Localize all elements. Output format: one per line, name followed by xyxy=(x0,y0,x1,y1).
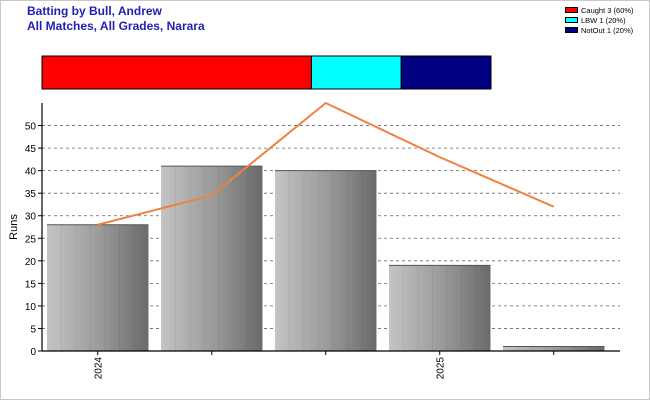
legend-swatch-notout xyxy=(565,27,578,33)
legend-label-lbw: LBW 1 (20%) xyxy=(581,15,626,25)
legend-label-caught: Caught 3 (60%) xyxy=(581,5,634,15)
line-series-path xyxy=(97,101,555,226)
legend-item-notout: NotOut 1 (20%) xyxy=(565,25,634,35)
y-tick-label: 35 xyxy=(25,189,37,200)
y-tick-label: 20 xyxy=(25,257,37,268)
bar-body xyxy=(503,346,605,351)
bar xyxy=(47,224,149,351)
y-tick-label: 5 xyxy=(30,324,36,335)
y-tick-label: 15 xyxy=(25,279,37,290)
bar-body xyxy=(47,224,149,351)
bar xyxy=(161,165,263,351)
chart-subtitle: All Matches, All Grades, Narara xyxy=(27,19,205,33)
bar-body xyxy=(389,265,491,351)
dismissal-segment-caught xyxy=(41,55,312,90)
bar xyxy=(389,264,491,351)
y-tick-label: 10 xyxy=(25,302,37,313)
axes xyxy=(41,103,620,352)
bars xyxy=(47,165,605,351)
legend-label-notout: NotOut 1 (20%) xyxy=(581,25,634,35)
y-tick-label: 25 xyxy=(25,234,37,245)
legend: Caught 3 (60%) LBW 1 (20%) NotOut 1 (20%… xyxy=(565,5,634,35)
bar xyxy=(275,170,377,351)
y-axis-title: Runs xyxy=(8,214,20,240)
dismissal-segment-lbw xyxy=(310,55,402,90)
legend-item-lbw: LBW 1 (20%) xyxy=(565,15,634,25)
legend-swatch-lbw xyxy=(565,17,578,23)
y-tick-labels: 0 5 10 15 20 25 30 35 40 45 50 xyxy=(25,122,37,358)
legend-swatch-caught xyxy=(565,7,578,13)
dismissal-segment-notout xyxy=(400,55,492,90)
bar xyxy=(503,345,605,351)
bar-body xyxy=(161,166,263,351)
y-tick-label: 30 xyxy=(25,212,37,223)
x-tick-labels: 2024 2025 xyxy=(94,351,555,380)
x-tick-label: 2024 xyxy=(94,357,105,380)
line-series xyxy=(97,101,555,226)
x-tick-label: 2025 xyxy=(436,357,447,380)
bar-body xyxy=(275,170,377,351)
y-tick-label: 0 xyxy=(30,347,36,358)
legend-item-caught: Caught 3 (60%) xyxy=(565,5,634,15)
y-tick-label: 50 xyxy=(25,122,37,133)
y-tick-label: 45 xyxy=(25,144,37,155)
chart-title: Batting by Bull, Andrew xyxy=(27,4,162,18)
dismissal-bar xyxy=(41,55,492,90)
y-tick-label: 40 xyxy=(25,167,37,178)
